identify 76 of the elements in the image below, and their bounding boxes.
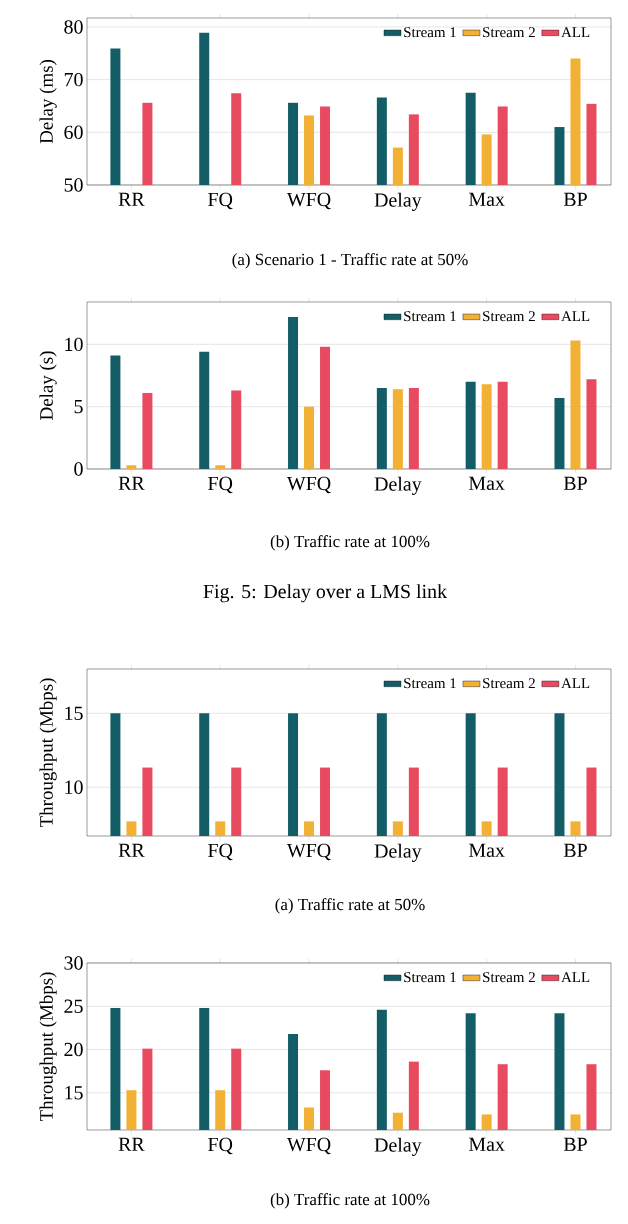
- x-tick-label: Max: [468, 843, 505, 857]
- text: (b) Traffic rate at 100%: [270, 535, 430, 551]
- bar: [570, 340, 581, 469]
- x-tick-label: BP: [563, 476, 587, 490]
- x-tick-label: FQ: [208, 1137, 233, 1155]
- y-tick-label: 10: [65, 780, 83, 794]
- x-tick-label: RR: [118, 1137, 145, 1151]
- bar: [554, 397, 565, 469]
- bar: [392, 389, 403, 469]
- bar: [126, 465, 137, 469]
- x-tick-label: Delay: [374, 843, 422, 862]
- x-tick-label: Delay: [374, 476, 422, 495]
- bar: [199, 351, 210, 469]
- x-tick-label: BP: [563, 1137, 587, 1151]
- x-tick-label: FQ: [208, 476, 233, 494]
- y-tick-label: 10: [65, 337, 83, 352]
- legend-label: Stream 2: [483, 27, 535, 38]
- text: (a) Traffic rate at 50%: [275, 898, 425, 914]
- bar: [231, 390, 242, 469]
- legend-label: Stream 2: [483, 972, 535, 983]
- bar: [497, 381, 508, 469]
- x-tick-label: Delay: [374, 1137, 422, 1156]
- y-tick-label: 25: [64, 999, 83, 1013]
- x-tick-label: WFQ: [286, 476, 331, 494]
- x-tick-label: FQ: [208, 192, 233, 210]
- legend-label: Stream 1: [404, 972, 456, 983]
- bar: [465, 381, 476, 469]
- legend-label: Stream 2: [483, 678, 535, 689]
- x-tick-label: RR: [118, 476, 145, 490]
- x-tick-label: Max: [468, 1137, 505, 1151]
- bar: [376, 387, 387, 469]
- x-tick-label: RR: [118, 843, 145, 857]
- legend-label: ALL: [561, 311, 590, 322]
- y-tick-label: 70: [64, 72, 83, 87]
- y-tick-label: 20: [64, 1042, 83, 1057]
- legend-label: Stream 1: [404, 311, 456, 322]
- legend-label: ALL: [561, 972, 590, 983]
- caption: Fig. 5: Delay over a LMS link: [203, 584, 448, 603]
- legend-label: Stream 1: [404, 678, 456, 689]
- text: (a) Scenario 1 - Traffic rate at 50%: [232, 253, 468, 269]
- y-tick-label: 60: [64, 125, 83, 140]
- bar: [110, 355, 121, 469]
- y-axis-title: Delay (ms): [39, 60, 57, 144]
- y-tick-label: 15: [65, 1086, 83, 1100]
- y-tick-label: 50: [64, 178, 83, 192]
- bar: [304, 406, 315, 469]
- x-tick-label: BP: [563, 192, 587, 206]
- x-tick-label: Delay: [374, 192, 422, 211]
- x-tick-label: WFQ: [286, 192, 331, 210]
- y-axis-title: Throughput (Mbps): [39, 678, 57, 828]
- bar: [320, 346, 331, 469]
- y-tick-label: 5: [74, 400, 83, 414]
- y-tick-label: 15: [65, 706, 83, 720]
- legend-label: Stream 2: [483, 311, 535, 322]
- legend-label: ALL: [561, 678, 590, 689]
- bar: [586, 379, 597, 469]
- x-tick-label: RR: [118, 192, 145, 206]
- y-axis-title: Delay (s): [39, 351, 57, 420]
- x-tick-label: Max: [468, 476, 505, 490]
- legend-label: Stream 1: [404, 27, 456, 38]
- bar: [288, 316, 299, 469]
- text: (b) Traffic rate at 100%: [270, 1193, 430, 1209]
- x-tick-label: WFQ: [286, 843, 331, 861]
- y-tick-label: 80: [64, 20, 83, 34]
- x-tick-label: WFQ: [286, 1137, 331, 1155]
- bar: [142, 392, 153, 469]
- x-tick-label: Max: [468, 192, 505, 206]
- x-tick-label: BP: [563, 843, 587, 857]
- y-tick-label: 0: [74, 462, 83, 476]
- x-tick-label: FQ: [208, 843, 233, 861]
- y-tick-label: 30: [64, 956, 83, 970]
- legend-label: ALL: [561, 27, 590, 38]
- bar: [408, 387, 419, 469]
- bar: [215, 465, 226, 469]
- y-axis-title: Throughput (Mbps): [39, 972, 57, 1122]
- bar: [481, 384, 492, 469]
